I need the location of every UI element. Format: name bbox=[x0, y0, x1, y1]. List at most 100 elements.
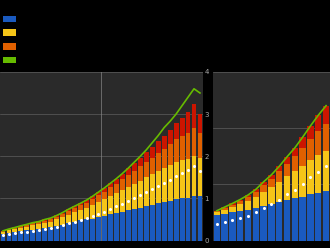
Bar bbox=[42, 228, 47, 241]
Point bbox=[114, 205, 119, 209]
Bar bbox=[252, 192, 259, 197]
Bar bbox=[72, 212, 77, 222]
Bar bbox=[162, 136, 167, 149]
Bar bbox=[191, 104, 196, 127]
Bar bbox=[229, 213, 236, 241]
Bar bbox=[315, 115, 321, 131]
Bar bbox=[132, 171, 137, 184]
Bar bbox=[30, 230, 35, 241]
Point bbox=[120, 202, 125, 206]
Point bbox=[185, 168, 191, 172]
Bar bbox=[292, 148, 298, 156]
Bar bbox=[138, 208, 143, 241]
Bar bbox=[96, 217, 101, 241]
Bar bbox=[54, 217, 59, 219]
Bar bbox=[60, 224, 65, 241]
Bar bbox=[114, 213, 119, 241]
Bar bbox=[132, 209, 137, 241]
Point bbox=[84, 216, 89, 220]
Bar bbox=[24, 227, 29, 230]
Bar bbox=[108, 196, 113, 215]
Point bbox=[36, 228, 42, 232]
Point bbox=[230, 218, 235, 222]
Bar bbox=[185, 159, 190, 198]
Bar bbox=[284, 177, 290, 200]
Bar bbox=[114, 193, 119, 213]
Bar bbox=[198, 133, 202, 158]
Bar bbox=[84, 219, 89, 241]
Point bbox=[6, 232, 12, 236]
Bar bbox=[229, 207, 236, 213]
Bar bbox=[150, 174, 155, 205]
Point bbox=[12, 231, 17, 235]
Bar bbox=[307, 194, 314, 241]
Bar bbox=[299, 166, 306, 197]
Bar bbox=[245, 197, 251, 201]
Bar bbox=[18, 228, 23, 231]
Bar bbox=[299, 137, 306, 148]
Bar bbox=[307, 139, 314, 160]
Bar bbox=[214, 215, 220, 241]
Bar bbox=[191, 156, 196, 196]
Bar bbox=[156, 203, 161, 241]
Point bbox=[66, 221, 71, 225]
Point bbox=[42, 227, 48, 231]
Bar bbox=[48, 218, 53, 219]
Bar bbox=[18, 226, 23, 228]
Bar bbox=[78, 203, 83, 205]
Bar bbox=[162, 202, 167, 241]
Point bbox=[180, 171, 185, 175]
Bar bbox=[138, 166, 143, 181]
Bar bbox=[108, 187, 113, 196]
Bar bbox=[292, 156, 298, 171]
Point bbox=[292, 187, 298, 191]
Bar bbox=[138, 181, 143, 208]
Bar bbox=[42, 219, 47, 220]
Bar bbox=[132, 184, 137, 209]
Bar bbox=[13, 228, 17, 229]
Bar bbox=[292, 171, 298, 198]
Bar bbox=[180, 160, 184, 198]
Bar bbox=[90, 205, 95, 219]
Bar bbox=[126, 186, 131, 210]
Bar bbox=[150, 147, 155, 157]
Bar bbox=[156, 141, 161, 153]
Bar bbox=[7, 229, 12, 230]
Bar bbox=[221, 207, 228, 208]
Bar bbox=[102, 188, 107, 192]
Bar bbox=[144, 153, 149, 162]
Point bbox=[138, 193, 143, 197]
Bar bbox=[108, 183, 113, 187]
Point bbox=[72, 220, 77, 224]
Bar bbox=[168, 200, 173, 241]
Bar bbox=[96, 195, 101, 202]
Bar bbox=[323, 106, 329, 124]
Bar bbox=[90, 219, 95, 241]
Bar bbox=[252, 197, 259, 208]
Point bbox=[253, 211, 258, 215]
Bar bbox=[185, 198, 190, 241]
Bar bbox=[84, 200, 89, 203]
Point bbox=[222, 220, 227, 224]
Bar bbox=[102, 192, 107, 199]
Point bbox=[0, 233, 6, 237]
Point bbox=[246, 214, 251, 217]
Bar bbox=[54, 226, 59, 241]
Bar bbox=[156, 153, 161, 171]
Bar bbox=[276, 171, 282, 182]
Point bbox=[323, 164, 329, 168]
Bar bbox=[221, 210, 228, 214]
Point bbox=[155, 184, 161, 188]
Bar bbox=[174, 199, 179, 241]
Bar bbox=[90, 199, 95, 205]
Bar bbox=[299, 197, 306, 241]
Bar bbox=[260, 206, 267, 241]
Bar bbox=[268, 179, 275, 187]
Point bbox=[315, 170, 321, 174]
Bar bbox=[307, 160, 314, 194]
Bar bbox=[13, 229, 17, 232]
Bar bbox=[214, 213, 220, 215]
Bar bbox=[260, 182, 267, 185]
Bar bbox=[150, 205, 155, 241]
Bar bbox=[168, 144, 173, 165]
